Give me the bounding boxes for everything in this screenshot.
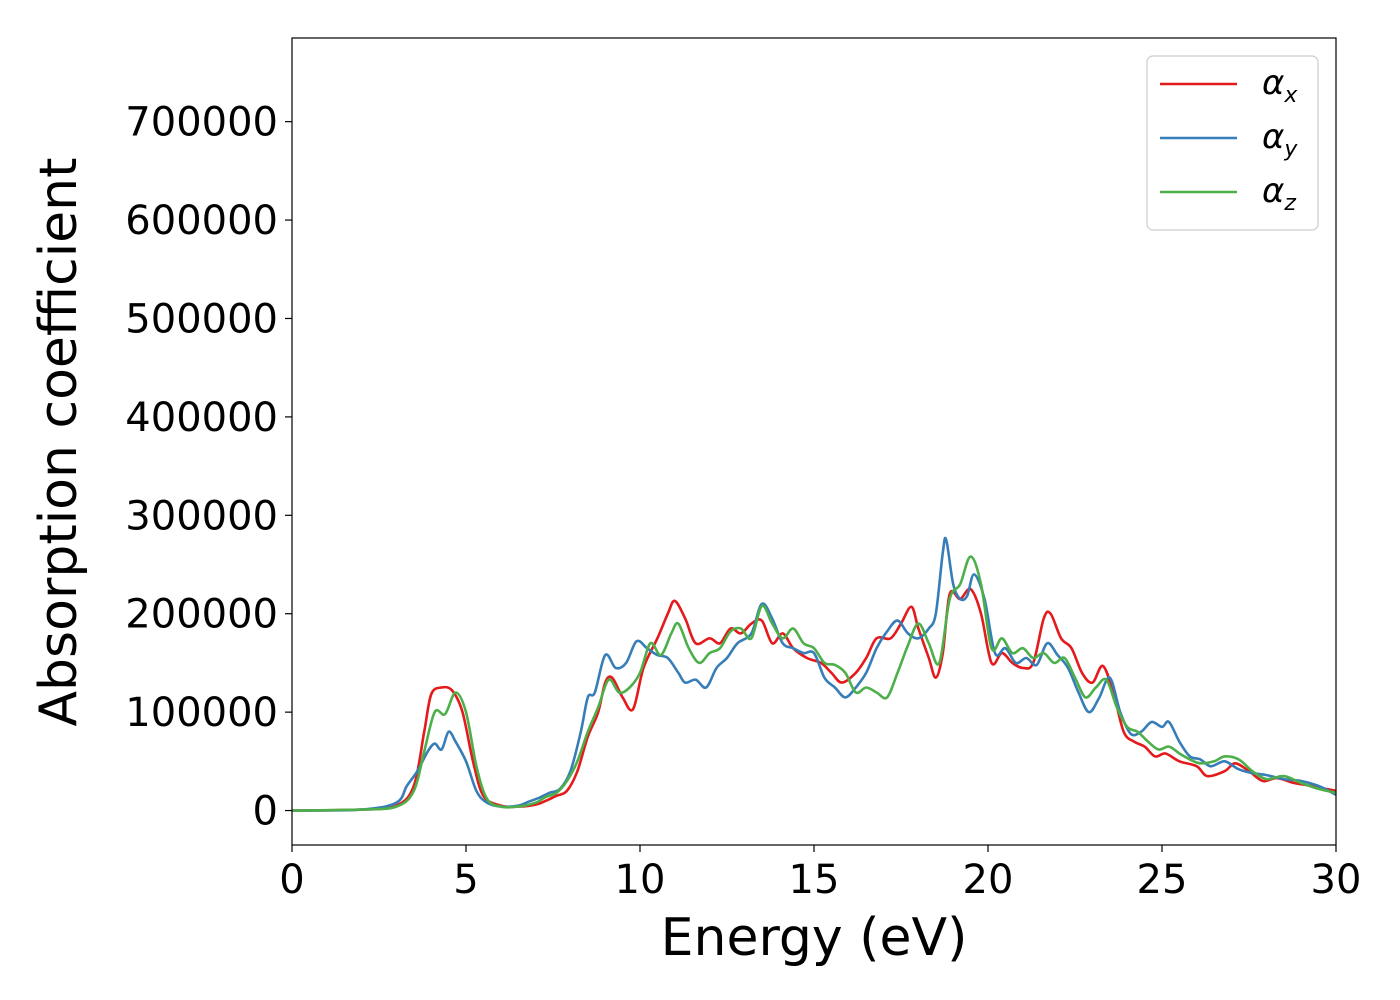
x-tick-label: 15 [789, 857, 840, 903]
y-tick-label: 100000 [125, 690, 278, 736]
series-layer [292, 536, 1336, 812]
x-tick-label: 5 [453, 857, 478, 903]
y-tick-label: 0 [253, 789, 278, 835]
legend: αx αy αz [1146, 55, 1319, 231]
y-tick-label: 500000 [125, 296, 278, 342]
x-axis-title: Energy (eV) [661, 908, 968, 968]
legend-box [1146, 55, 1319, 231]
y-tick-label: 700000 [125, 100, 278, 146]
x-axis: 0 5 10 15 20 25 30 [279, 845, 1361, 903]
y-axis-title: Absorption coefficient [29, 157, 89, 726]
y-tick-label: 400000 [125, 395, 278, 441]
legend-label-alpha-x: αx [1262, 63, 1298, 108]
x-tick-label: 25 [1137, 857, 1188, 903]
x-tick-label: 30 [1311, 857, 1362, 903]
legend-label-alpha-y: αy [1262, 117, 1298, 162]
y-axis: 0 100000 200000 300000 400000 500000 600000 700… [125, 100, 292, 835]
x-tick-label: 20 [963, 857, 1014, 903]
legend-items: αx αy αz [1160, 63, 1298, 216]
series-line-alpha-z [292, 555, 1336, 812]
series-line-alpha-y [292, 536, 1336, 812]
y-tick-label: 300000 [125, 493, 278, 539]
y-tick-label: 200000 [125, 592, 278, 638]
legend-label-alpha-z: αz [1262, 171, 1296, 216]
x-tick-label: 10 [615, 857, 666, 903]
series-line-alpha-x [292, 587, 1336, 812]
x-tick-label: 0 [279, 857, 304, 903]
y-tick-label: 600000 [125, 198, 278, 244]
